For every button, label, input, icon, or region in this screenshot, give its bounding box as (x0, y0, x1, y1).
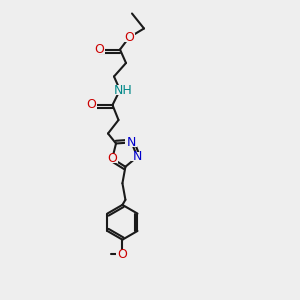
FancyBboxPatch shape (131, 152, 143, 161)
Text: N: N (133, 150, 142, 163)
FancyBboxPatch shape (125, 138, 137, 147)
Text: O: O (107, 152, 117, 165)
FancyBboxPatch shape (106, 154, 118, 163)
Text: NH: NH (114, 83, 132, 97)
Text: N: N (127, 136, 136, 149)
FancyBboxPatch shape (111, 85, 129, 95)
Text: O: O (118, 248, 128, 261)
Text: O: O (124, 31, 134, 44)
Text: O: O (94, 43, 104, 56)
FancyBboxPatch shape (85, 100, 98, 109)
Text: O: O (87, 98, 96, 112)
FancyBboxPatch shape (93, 45, 105, 54)
FancyBboxPatch shape (123, 33, 135, 42)
FancyBboxPatch shape (116, 250, 128, 259)
